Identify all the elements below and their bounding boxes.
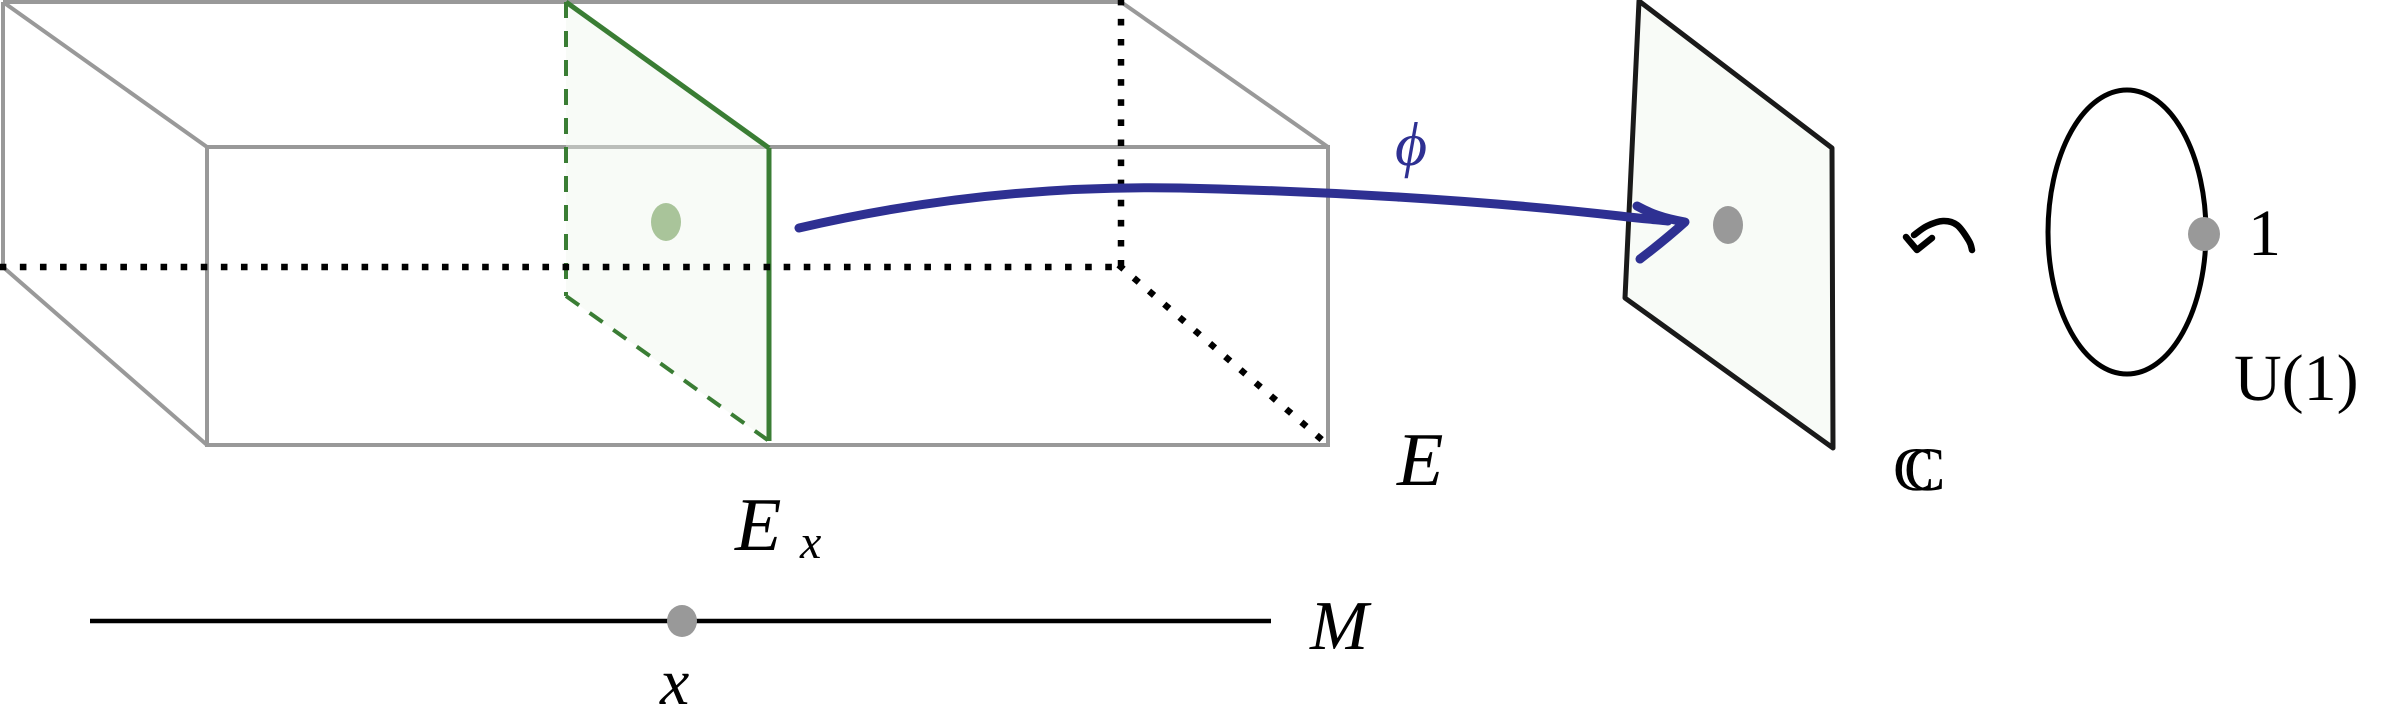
svg-text:ϕ: ϕ xyxy=(1395,111,1427,179)
svg-text:M: M xyxy=(1309,588,1372,665)
svg-text:E: E xyxy=(1396,418,1443,502)
svg-text:x: x xyxy=(659,646,689,713)
svg-text:1: 1 xyxy=(2248,197,2281,270)
svg-text:C: C xyxy=(1904,436,1945,504)
svg-text:U(1): U(1) xyxy=(2234,342,2359,415)
svg-text:x: x xyxy=(799,516,821,569)
svg-text:E: E xyxy=(734,483,781,567)
